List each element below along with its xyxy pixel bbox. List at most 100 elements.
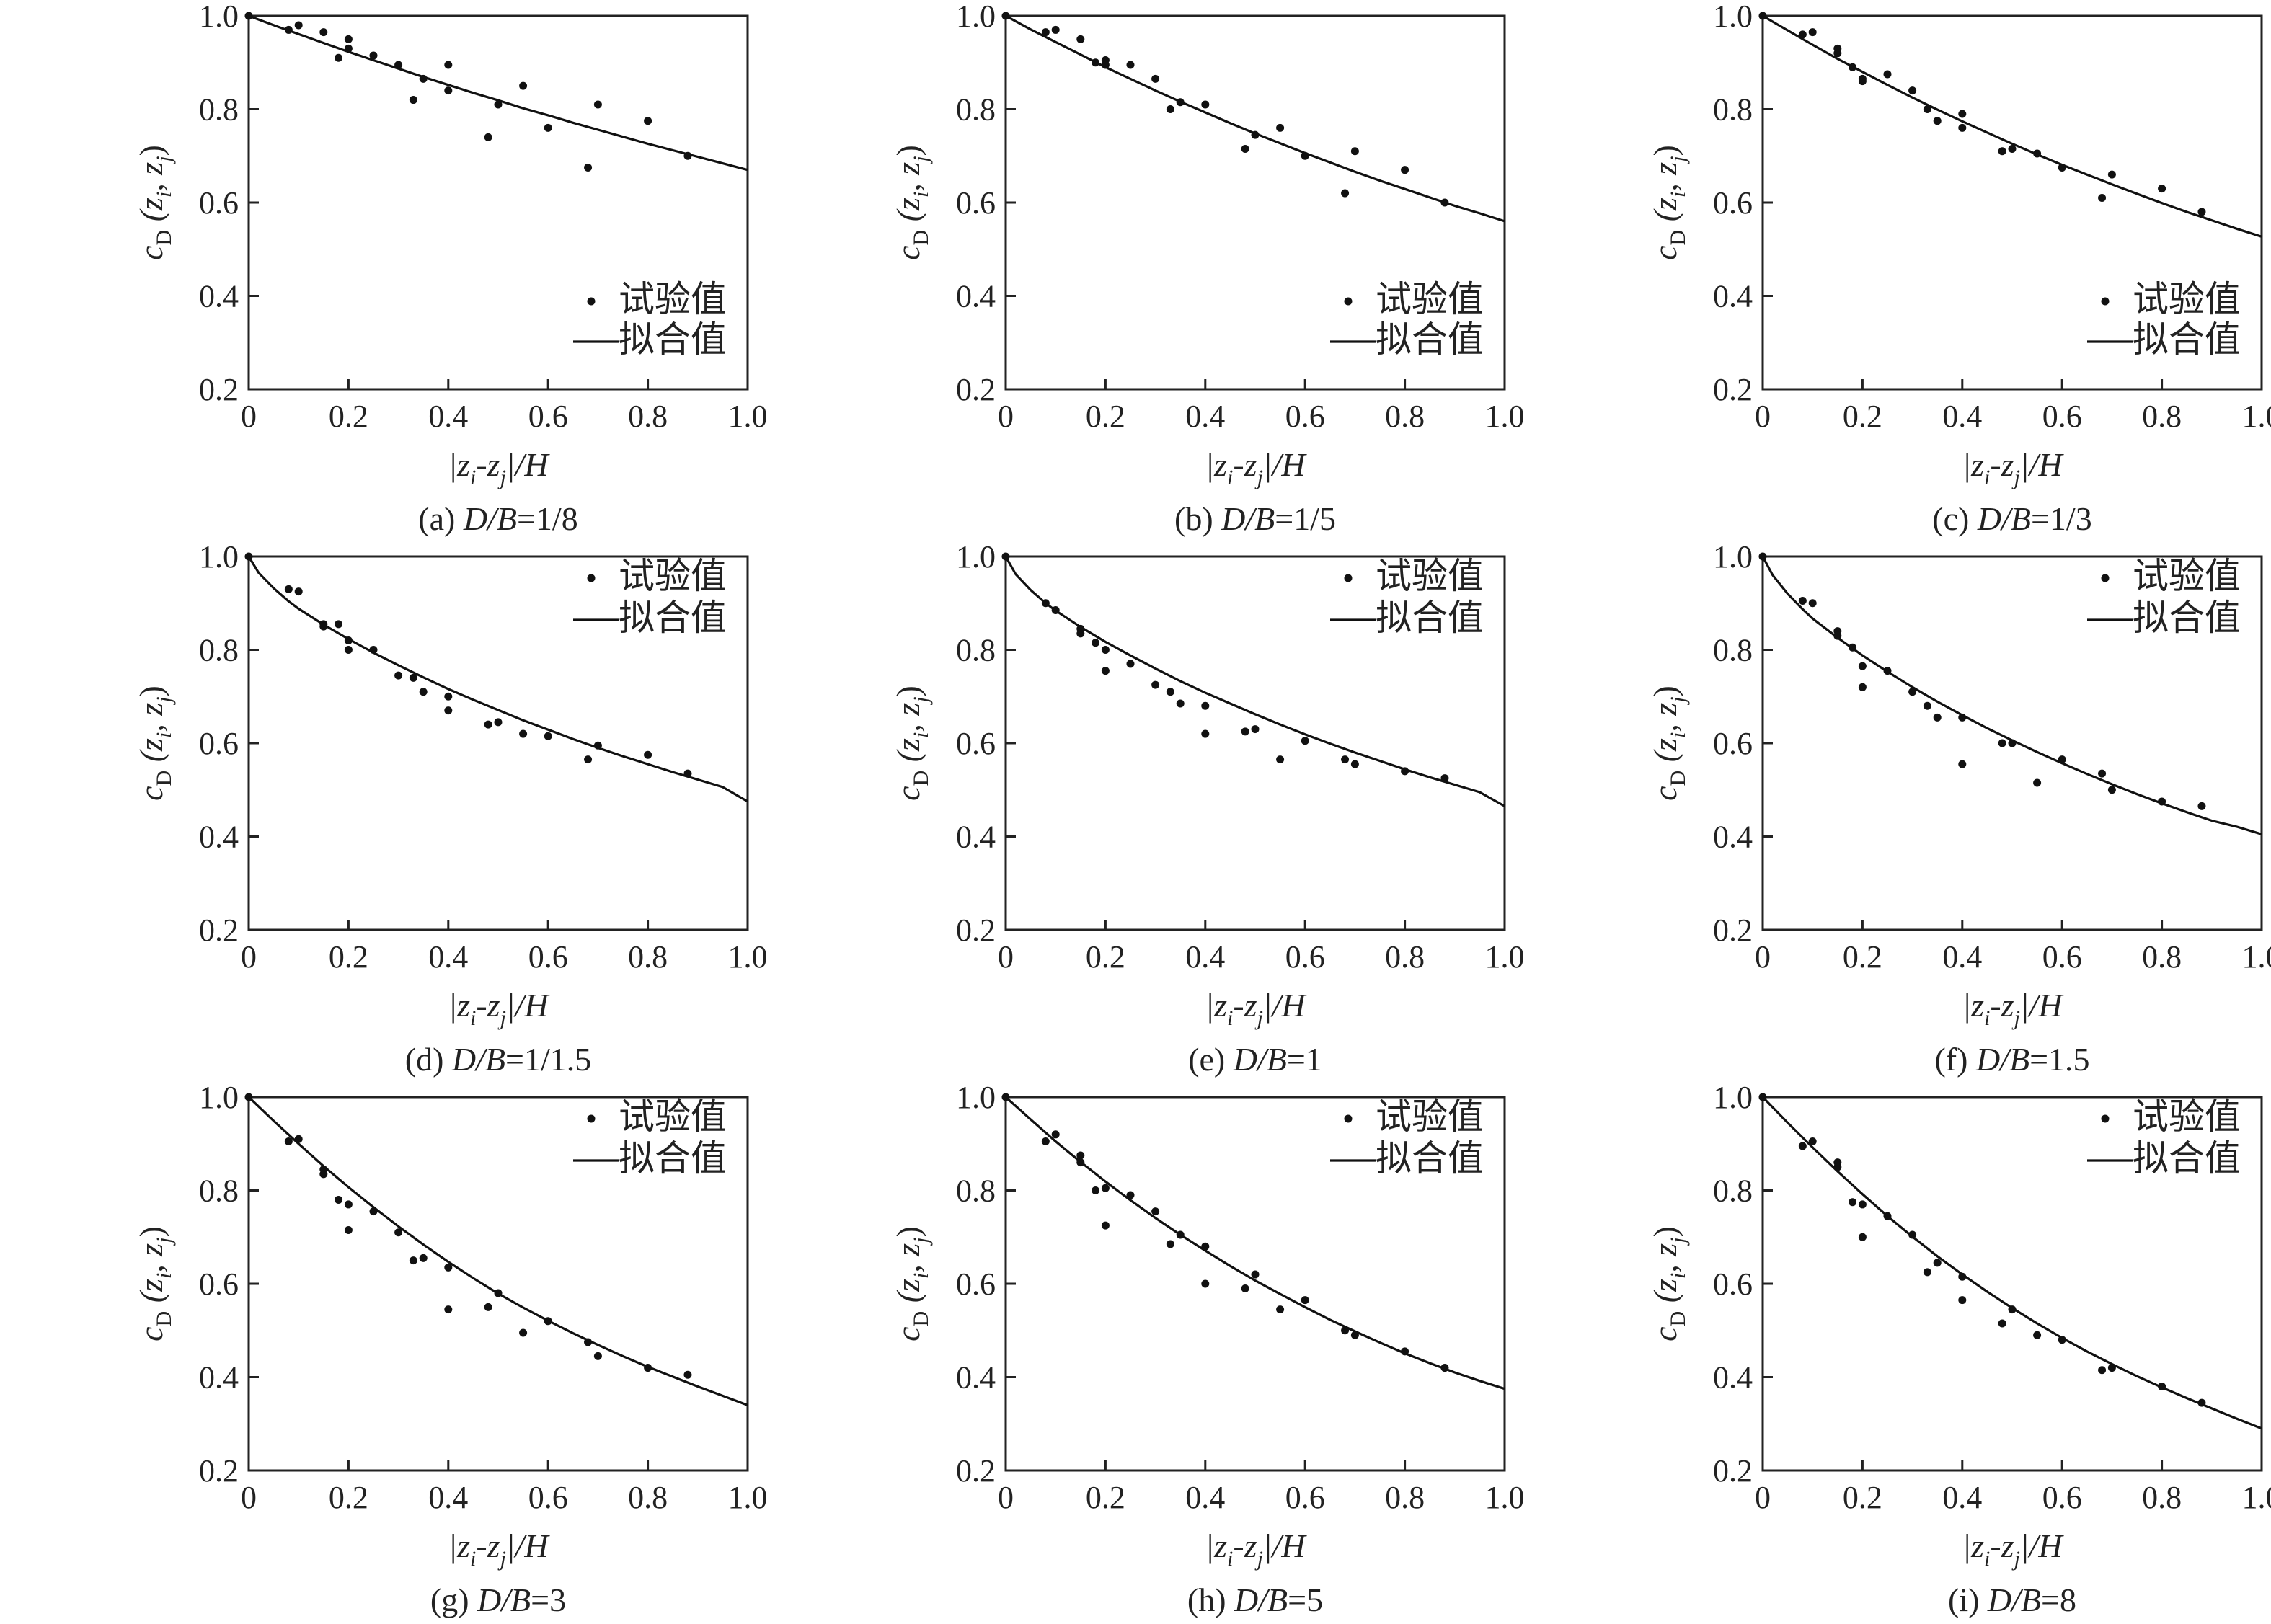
y-tick-label: 0.4 [199, 1360, 239, 1396]
measured-point [1958, 110, 1967, 118]
measured-point [1126, 61, 1135, 69]
measured-point [344, 636, 353, 645]
legend-marker-point [2101, 297, 2110, 306]
y-tick-label: 0.2 [1713, 913, 1753, 948]
chart-panel-a: 0 0.2 0.4 0.6 0.8 1.0 0.2 0.4 0.6 0.8 1.0 试验值 拟合值 |zi… [0, 0, 768, 541]
y-tick-label: 0.2 [199, 913, 239, 948]
x-axis-label: |zi-zj|/H [1205, 987, 1307, 1030]
measured-point [419, 1254, 428, 1262]
measured-point [1076, 35, 1085, 43]
measured-point [1126, 660, 1135, 668]
measured-point [1276, 1305, 1285, 1314]
measured-point [335, 53, 343, 62]
fitted-curve [1761, 556, 2262, 835]
y-tick-label: 0.6 [199, 726, 239, 761]
panel-caption: (c) D/B=1/3 [1932, 500, 2091, 537]
x-tick-label: 0 [998, 399, 1014, 434]
measured-point [2107, 786, 2116, 794]
y-tick-label: 0.6 [956, 185, 996, 221]
x-tick-label: 0.8 [2142, 1480, 2182, 1515]
y-tick-label: 0.2 [956, 372, 996, 407]
measured-point [294, 1135, 303, 1143]
legend-marker-point [587, 297, 596, 306]
measured-point [2033, 1331, 2042, 1339]
x-tick-label: 0.6 [528, 1480, 568, 1515]
measured-point [593, 100, 602, 109]
y-tick-label: 1.0 [1713, 0, 1753, 34]
measured-point [2058, 755, 2066, 764]
measured-point [1241, 1284, 1249, 1292]
y-tick-label: 0.2 [199, 372, 239, 407]
x-tick-label: 0.4 [1942, 939, 1982, 975]
y-tick-label: 0.6 [199, 1266, 239, 1302]
measured-point [1041, 28, 1050, 37]
y-tick-label: 0.4 [1713, 820, 1753, 855]
panel-caption: (g) D/B=3 [430, 1581, 566, 1618]
y-tick-label: 1.0 [199, 0, 239, 34]
measured-point [2008, 739, 2017, 747]
y-tick-label: 0.8 [1713, 633, 1753, 668]
measured-point [1251, 1270, 1260, 1279]
measured-point [1758, 12, 1767, 20]
measured-point [1849, 643, 1857, 652]
x-tick-label: 0.4 [1185, 939, 1225, 975]
measured-point [2008, 145, 2017, 154]
y-tick-label: 0.4 [1713, 279, 1753, 314]
y-tick-label: 0.4 [956, 1360, 996, 1396]
measured-point [1201, 729, 1210, 738]
y-tick-label: 1.0 [199, 539, 239, 574]
measured-point [1001, 552, 1010, 561]
measured-point [1958, 123, 1967, 132]
measured-point [1908, 1230, 1917, 1239]
legend-label-measured: 试验值 [1376, 556, 1484, 596]
measured-point [1251, 130, 1260, 139]
chart-panel-b: 0 0.2 0.4 0.6 0.8 1.0 0.2 0.4 0.6 0.8 1.0 试验值 拟合值 |zi… [757, 0, 1525, 541]
x-tick-label: 0.6 [528, 399, 568, 434]
x-tick-label: 1.0 [2242, 399, 2271, 434]
y-axis-label: cD (zi, zj) [133, 1226, 176, 1341]
measured-point [1883, 70, 1892, 79]
measured-point [2197, 208, 2206, 216]
y-tick-label: 0.2 [1713, 1453, 1753, 1488]
measured-point [1092, 1186, 1100, 1194]
x-axis-label: |zi-zj|/H [1962, 446, 2064, 489]
measured-point [1958, 1296, 1967, 1305]
measured-point [1833, 49, 1842, 58]
measured-point [1276, 123, 1285, 132]
measured-point [2197, 1398, 2206, 1407]
legend-label-measured: 试验值 [1376, 1096, 1484, 1137]
x-tick-label: 0 [241, 1480, 257, 1515]
x-tick-label: 0.4 [1185, 1480, 1225, 1515]
legend-marker-point [2101, 574, 2110, 582]
chart-panel-d: 0 0.2 0.4 0.6 0.8 1.0 0.2 0.4 0.6 0.8 1.0 试验值 拟合值 |zi… [0, 539, 768, 1081]
measured-point [1908, 86, 1917, 95]
measured-point [1176, 98, 1185, 107]
x-axis-label: |zi-zj|/H [448, 987, 550, 1030]
x-tick-label: 0.6 [2042, 939, 2082, 975]
measured-point [1076, 629, 1085, 638]
y-tick-label: 1.0 [956, 0, 996, 34]
measured-point [683, 1370, 692, 1379]
measured-point [394, 61, 403, 69]
measured-point [1833, 631, 1842, 640]
measured-point [494, 1289, 503, 1297]
measured-point [335, 1195, 343, 1204]
panel-caption: (f) D/B=1.5 [1934, 1041, 2089, 1078]
x-tick-label: 0.2 [1843, 939, 1882, 975]
measured-point [1341, 755, 1350, 764]
measured-point [2098, 1366, 2107, 1375]
measured-point [1092, 639, 1100, 647]
measured-point [2098, 194, 2107, 203]
y-tick-label: 1.0 [1713, 1080, 1753, 1115]
y-tick-label: 0.4 [956, 820, 996, 855]
measured-point [2158, 797, 2166, 806]
y-tick-label: 0.6 [1713, 185, 1753, 221]
measured-point [1241, 145, 1249, 154]
legend-label-fitted: 拟合值 [2133, 598, 2241, 638]
measured-point [544, 1317, 552, 1326]
x-tick-label: 0.6 [1285, 399, 1325, 434]
measured-point [444, 1305, 453, 1314]
